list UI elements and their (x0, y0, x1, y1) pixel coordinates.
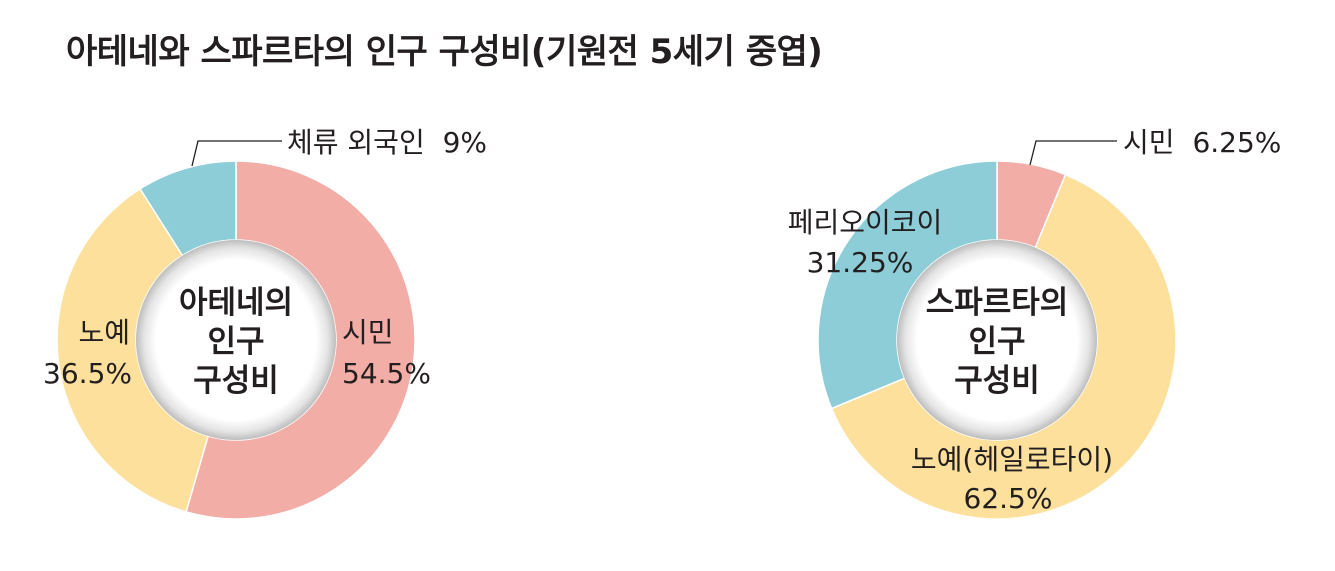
sparta-center-disc (897, 240, 1097, 440)
athens-label-foreigners-value: 9% (443, 126, 487, 159)
athens-label-citizens-name: 시민 (342, 316, 394, 349)
athens-label-foreigners-name: 체류 외국인 (287, 126, 425, 159)
athens-label-citizens-value: 54.5% (342, 357, 431, 390)
page-title: 아테네와 스파르타의 인구 구성비(기원전 5세기 중엽) (66, 32, 823, 72)
athens-center-label-line2: 인구 (207, 324, 264, 360)
sparta-label-perioikoi-value: 31.25% (807, 246, 914, 279)
athens-donut-chart: 아테네의 인구 구성비 시민 54.5% 노예 36.5% 체류 외국인 9% (43, 126, 487, 520)
sparta-center-label-line2: 인구 (968, 324, 1025, 360)
sparta-center-label-line1: 스파르타의 (926, 285, 1069, 321)
athens-center-disc (136, 240, 336, 440)
athens-label-foreigners: 체류 외국인 9% (287, 126, 487, 159)
sparta-label-perioikoi-name: 페리오이코이 (788, 206, 943, 239)
sparta-citizens-leader-line (1029, 140, 1117, 166)
sparta-label-helots-name: 노예(헤일로타이) (911, 443, 1113, 476)
athens-label-slaves-value: 36.5% (43, 357, 132, 390)
athens-label-slaves-name: 노예 (78, 316, 130, 349)
sparta-donut-chart: 스파르타의 인구 구성비 시민 6.25% 페리오이코이 31.25% 노예(헤… (788, 126, 1281, 520)
sparta-center-label-line3: 구성비 (954, 363, 1040, 399)
sparta-label-citizens-value: 6.25% (1192, 126, 1281, 159)
sparta-label-helots-value: 62.5% (964, 482, 1053, 515)
sparta-label-citizens: 시민 6.25% (1123, 126, 1281, 159)
athens-foreigners-leader-line (191, 140, 282, 167)
athens-center-label-line3: 구성비 (193, 363, 279, 399)
sparta-label-citizens-name: 시민 (1123, 126, 1175, 159)
athens-center-label-line1: 아테네의 (179, 285, 293, 321)
